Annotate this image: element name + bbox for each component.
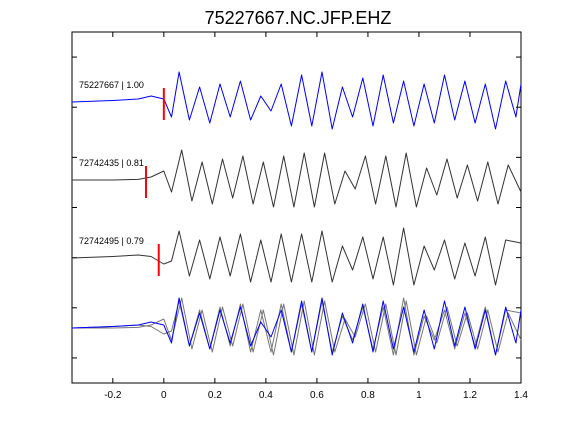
overlay-trace-2 — [72, 297, 522, 356]
trace-line-2 — [72, 149, 522, 208]
x-tick-label: 0.6 — [310, 390, 324, 401]
trace-label-1: 75227667 | 1.00 — [79, 80, 144, 90]
x-tick-label: 1.4 — [514, 390, 528, 401]
overlay-trace-1 — [71, 297, 522, 356]
overlay-traces — [71, 297, 522, 356]
x-tick-label: 0 — [161, 390, 167, 401]
x-tick-label: 0.8 — [361, 390, 375, 401]
trace-label-2: 72742435 | 0.81 — [79, 158, 144, 168]
chart-title: 75227667.NC.JFP.EHZ — [205, 8, 392, 28]
trace-line-3 — [71, 227, 522, 286]
x-tick-label: 0.2 — [208, 390, 222, 401]
traces: 75227667 | 1.00 72742435 | 0.81 72742495 |… — [71, 71, 522, 286]
x-axis: -0.2 0 0.2 0.4 0.6 0.8 1 1.2 1.4 — [104, 32, 528, 401]
x-tick-label: 1 — [416, 390, 422, 401]
trace-line-1 — [71, 71, 522, 130]
trace-label-3: 72742495 | 0.79 — [79, 236, 144, 246]
x-tick-label: 1.2 — [463, 390, 477, 401]
x-tick-label: -0.2 — [104, 390, 122, 401]
x-tick-label: 0.4 — [259, 390, 273, 401]
